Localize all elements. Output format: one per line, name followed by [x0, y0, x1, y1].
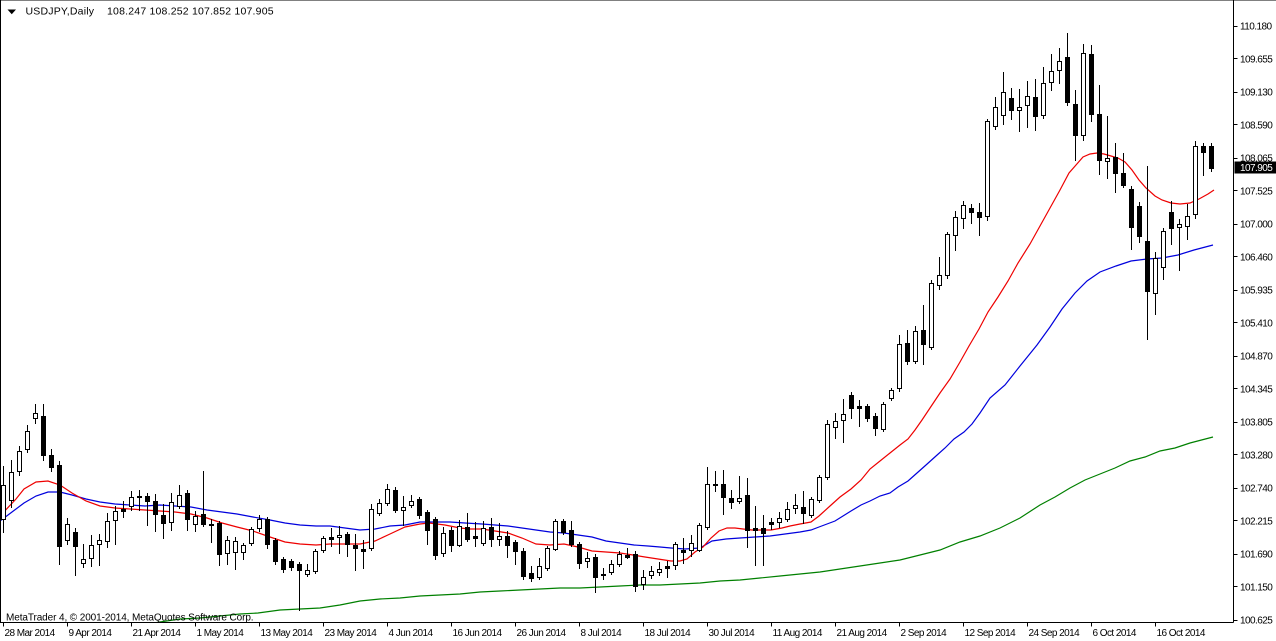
- svg-text:103.280: 103.280: [1240, 451, 1273, 462]
- svg-text:107.525: 107.525: [1240, 187, 1273, 198]
- svg-text:21 Aug 2014: 21 Aug 2014: [837, 628, 888, 639]
- svg-text:12 Sep 2014: 12 Sep 2014: [965, 628, 1017, 639]
- svg-text:8 Jul 2014: 8 Jul 2014: [581, 628, 623, 639]
- svg-text:107.000: 107.000: [1240, 220, 1273, 231]
- svg-text:104.870: 104.870: [1240, 352, 1273, 363]
- svg-text:13 May 2014: 13 May 2014: [261, 628, 314, 639]
- svg-text:30 Jul 2014: 30 Jul 2014: [709, 628, 756, 639]
- svg-text:101.690: 101.690: [1240, 550, 1273, 561]
- svg-text:110.180: 110.180: [1240, 22, 1273, 33]
- svg-text:21 Apr 2014: 21 Apr 2014: [133, 628, 182, 639]
- svg-text:105.935: 105.935: [1240, 286, 1273, 297]
- svg-text:1 May 2014: 1 May 2014: [197, 628, 245, 639]
- svg-text:105.410: 105.410: [1240, 319, 1273, 330]
- svg-text:24 Sep 2014: 24 Sep 2014: [1029, 628, 1081, 639]
- svg-text:108.590: 108.590: [1240, 121, 1273, 132]
- svg-text:16 Oct 2014: 16 Oct 2014: [1157, 628, 1206, 639]
- svg-text:26 Jun 2014: 26 Jun 2014: [517, 628, 567, 639]
- svg-text:102.215: 102.215: [1240, 517, 1273, 528]
- svg-text:USDJPY,Daily: USDJPY,Daily: [26, 6, 95, 18]
- svg-text:11 Aug 2014: 11 Aug 2014: [773, 628, 823, 639]
- svg-text:103.805: 103.805: [1240, 418, 1273, 429]
- svg-text:23 May 2014: 23 May 2014: [325, 628, 378, 639]
- svg-text:108.065: 108.065: [1240, 154, 1273, 165]
- svg-text:6 Oct 2014: 6 Oct 2014: [1093, 628, 1137, 639]
- svg-text:MetaTrader 4, © 2001-2014, Met: MetaTrader 4, © 2001-2014, MetaQuotes So…: [6, 613, 253, 624]
- svg-text:28 Mar 2014: 28 Mar 2014: [5, 628, 56, 639]
- svg-text:2 Sep 2014: 2 Sep 2014: [901, 628, 948, 639]
- svg-text:104.345: 104.345: [1240, 385, 1273, 396]
- svg-text:109.655: 109.655: [1240, 55, 1273, 66]
- svg-text:9 Apr 2014: 9 Apr 2014: [69, 628, 113, 639]
- svg-text:101.150: 101.150: [1240, 583, 1273, 594]
- svg-text:108.247 108.252 107.852 107.90: 108.247 108.252 107.852 107.905: [107, 6, 274, 18]
- svg-text:106.460: 106.460: [1240, 253, 1273, 264]
- svg-text:102.740: 102.740: [1240, 484, 1273, 495]
- svg-text:100.625: 100.625: [1240, 616, 1273, 627]
- svg-text:4 Jun 2014: 4 Jun 2014: [389, 628, 434, 639]
- svg-text:16 Jun 2014: 16 Jun 2014: [453, 628, 503, 639]
- svg-text:18 Jul 2014: 18 Jul 2014: [645, 628, 692, 639]
- svg-text:107.905: 107.905: [1240, 163, 1273, 174]
- svg-text:109.130: 109.130: [1240, 88, 1273, 99]
